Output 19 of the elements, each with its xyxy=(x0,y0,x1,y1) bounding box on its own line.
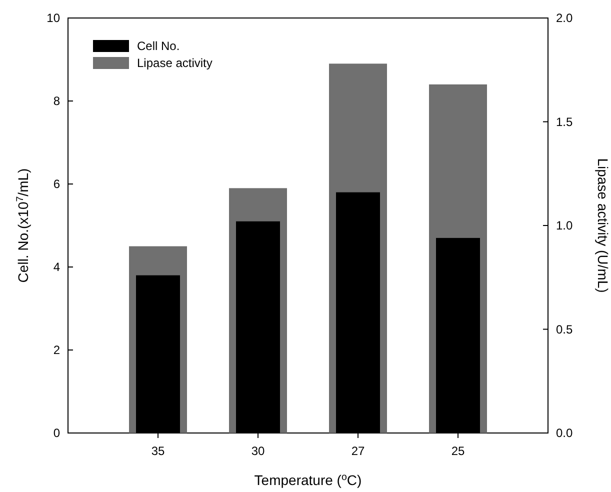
x-axis-title: Temperature ($^{o}$C) xyxy=(254,472,362,488)
x-tick-label: 25 xyxy=(451,444,465,458)
legend-label: Cell No. xyxy=(137,39,180,54)
y-tick-label: 4 xyxy=(53,260,60,274)
y2-tick-label: 0.5 xyxy=(556,322,574,336)
y2-tick-label: 0.0 xyxy=(556,426,574,440)
y-tick-label: 6 xyxy=(53,177,60,192)
y-tick-label: 2 xyxy=(53,343,60,358)
y-tick-label: 0 xyxy=(53,426,60,440)
x-tick-label: 30 xyxy=(251,444,265,458)
x-tick-label: 27 xyxy=(351,444,365,458)
x-tick-label: 35 xyxy=(151,444,165,458)
legend-label: Lipase activity xyxy=(137,56,212,70)
y-tick-label: 10 xyxy=(46,11,60,26)
y2-axis-title: Lipase activity (U/mL) xyxy=(595,158,611,293)
y2-tick-label: 1.5 xyxy=(556,114,574,129)
y2-tick-label: 1.0 xyxy=(556,218,574,233)
y-tick-label: 8 xyxy=(53,94,60,108)
y2-tick-label: 2.0 xyxy=(556,11,574,26)
